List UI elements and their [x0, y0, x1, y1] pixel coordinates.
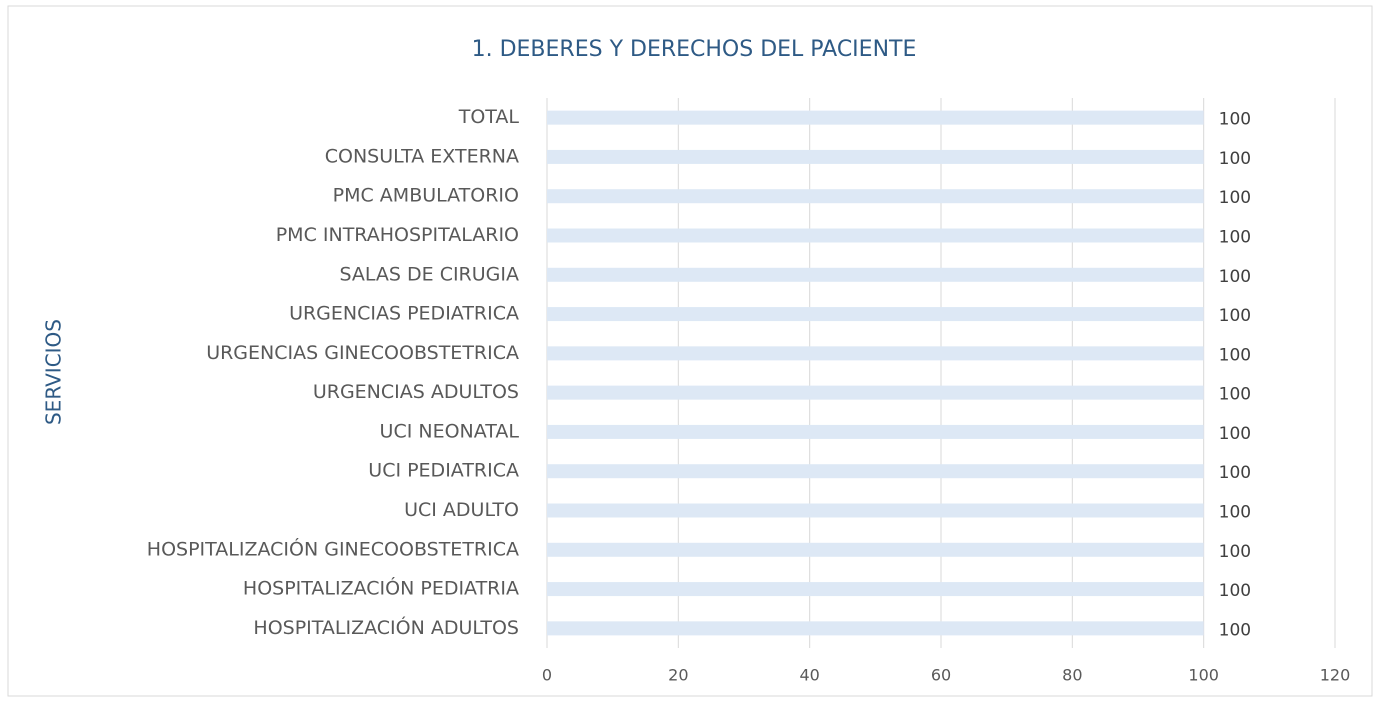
x-tick-label: 20: [668, 666, 688, 685]
bar: [547, 464, 1204, 479]
data-label: 100: [1219, 385, 1251, 405]
x-tick-label: 40: [799, 666, 819, 685]
data-label: 100: [1219, 620, 1251, 640]
x-tick-label: 100: [1188, 666, 1219, 685]
bar: [547, 503, 1204, 518]
y-tick-label: HOSPITALIZACIÓN PEDIATRIA: [243, 576, 519, 600]
data-label: 100: [1219, 542, 1251, 562]
bar: [547, 346, 1204, 361]
bar: [547, 267, 1204, 282]
bar: [547, 542, 1204, 557]
data-label: 100: [1219, 503, 1251, 523]
bar: [547, 385, 1204, 400]
y-tick-label: PMC INTRAHOSPITALARIO: [276, 224, 519, 246]
bar: [547, 228, 1204, 243]
y-tick-label: SALAS DE CIRUGIA: [339, 263, 519, 285]
y-tick-label: UCI NEONATAL: [380, 420, 520, 442]
y-tick-label: TOTAL: [458, 106, 520, 128]
chart-title: 1. DEBERES Y DERECHOS DEL PACIENTE: [472, 37, 917, 62]
data-label: 100: [1219, 581, 1251, 601]
y-tick-label: PMC AMBULATORIO: [333, 185, 519, 207]
bar: [547, 621, 1204, 636]
x-tick-label: 80: [1062, 666, 1082, 685]
bar: [547, 110, 1204, 125]
data-label: 100: [1219, 188, 1251, 208]
y-tick-label: UCI ADULTO: [404, 499, 519, 521]
y-tick-label: URGENCIAS GINECOOBSTETRICA: [206, 342, 519, 364]
y-tick-label: URGENCIAS ADULTOS: [313, 381, 519, 403]
data-label: 100: [1219, 228, 1251, 248]
data-label: 100: [1219, 110, 1251, 130]
y-tick-label: HOSPITALIZACIÓN ADULTOS: [253, 615, 519, 639]
data-label: 100: [1219, 306, 1251, 326]
x-tick-label: 60: [931, 666, 951, 685]
y-tick-label: HOSPITALIZACIÓN GINECOOBSTETRICA: [147, 536, 519, 560]
bar: [547, 307, 1204, 322]
y-tick-label: URGENCIAS PEDIATRICA: [289, 303, 519, 325]
data-label: 100: [1219, 149, 1251, 169]
y-axis-label: SERVICIOS: [42, 319, 66, 425]
bar: [547, 189, 1204, 204]
bar: [547, 424, 1204, 439]
x-tick-label: 0: [542, 666, 552, 685]
y-tick-label: CONSULTA EXTERNA: [325, 145, 519, 167]
bar: [547, 582, 1204, 597]
y-tick-label: UCI PEDIATRICA: [368, 460, 519, 482]
data-label: 100: [1219, 345, 1251, 365]
data-label: 100: [1219, 424, 1251, 444]
data-label: 100: [1219, 463, 1251, 483]
bar: [547, 149, 1204, 164]
data-label: 100: [1219, 267, 1251, 287]
x-tick-label: 120: [1320, 666, 1351, 685]
